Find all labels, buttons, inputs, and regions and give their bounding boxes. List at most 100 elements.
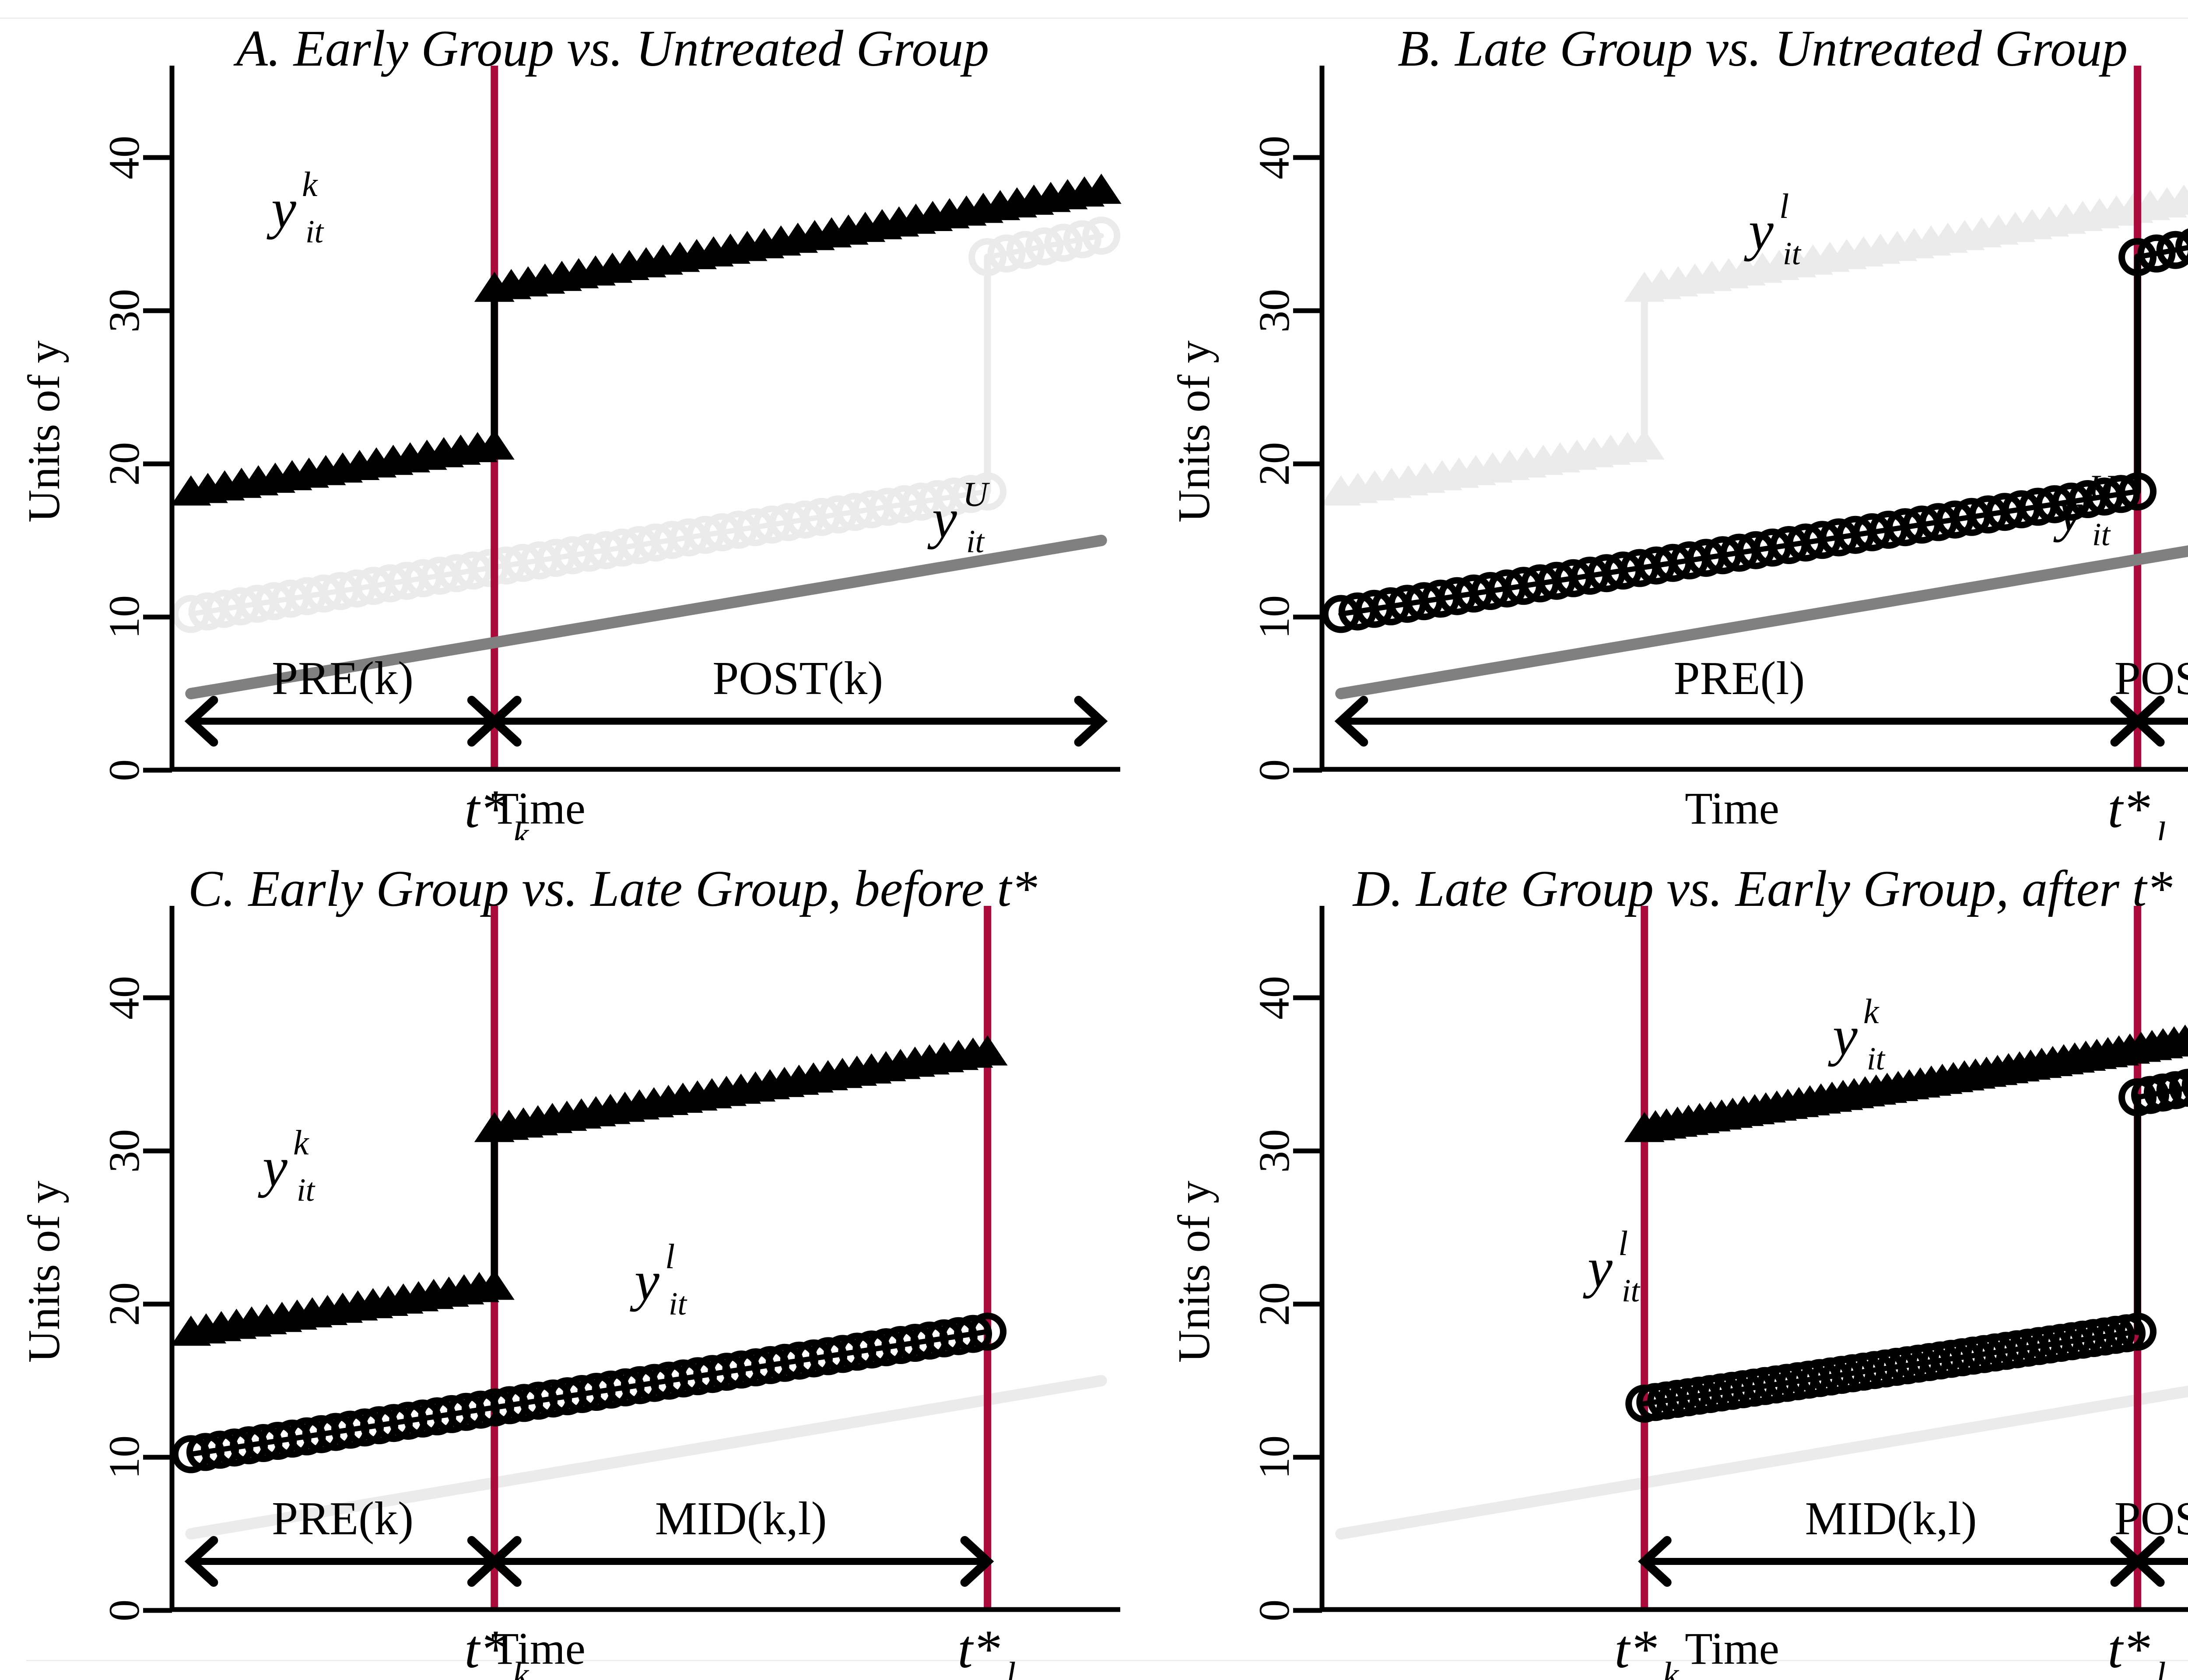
panel-title-text: D. Late Group vs. Early Group, after t*: [1352, 860, 2173, 917]
series-B-1: [1335, 545, 2188, 699]
math-base: y: [266, 178, 296, 240]
math-superscript: U: [963, 475, 990, 514]
y-axis-title: Units of y: [19, 1181, 69, 1363]
math-base: y: [258, 1136, 288, 1198]
marker-circle: [952, 475, 990, 513]
series-label-yk: y k it: [1828, 993, 1886, 1077]
tstar-subscript: l: [2156, 1655, 2166, 1680]
cut-label-t*l: t* l: [957, 1619, 1016, 1680]
marker-circle: [2175, 228, 2188, 264]
y-tick-label: 30: [1250, 1129, 1298, 1173]
y-tick-label: 40: [1250, 976, 1298, 1020]
axes: 0 10 20 30 40 Units of y: [19, 906, 1120, 1621]
y-tick-label: 40: [1250, 136, 1298, 179]
series-A-0: [171, 173, 1122, 506]
series-B-0: [1322, 228, 2188, 633]
math-base: y: [1583, 1237, 1613, 1299]
span-PRE(l): PRE(l): [1334, 652, 2144, 747]
y-tick-label: 20: [1250, 442, 1298, 486]
panel-c: C. Early Group vs. Late Group, before t*…: [0, 840, 1150, 1680]
series-line: [1335, 545, 2188, 699]
tstar-base: t*: [2107, 1619, 2149, 1679]
x-axis-title: Time: [1685, 1624, 1779, 1674]
series-A-1: [185, 535, 1107, 699]
marker-circle: [987, 234, 1026, 273]
series-line: [1335, 1385, 2188, 1540]
math-subscript: it: [1783, 236, 1802, 272]
arrow-head-left: [1638, 1536, 1672, 1587]
arrow-head-left: [488, 1536, 522, 1587]
cut-label-t*l: t* l: [2107, 1619, 2166, 1680]
cut-label-t*k: t* k: [1615, 1619, 1680, 1680]
axes: 0 10 20 30 40 Units of y: [19, 66, 1120, 781]
cut-label-t*k: t* k: [465, 1619, 529, 1680]
y-tick-label: 40: [100, 136, 148, 179]
arrow-head-right: [1074, 696, 1108, 747]
series-label-yl: y l it: [630, 1238, 688, 1322]
marker-triangle: [1624, 429, 1665, 460]
math-subscript: it: [297, 1172, 316, 1208]
tstar-subscript: l: [2156, 814, 2166, 840]
y-tick-label: 20: [100, 442, 148, 486]
series-D-g0: [1335, 1385, 2188, 1540]
arrow-head-left: [2131, 1536, 2165, 1587]
panel-d: D. Late Group vs. Early Group, after t*k…: [1150, 840, 2188, 1680]
marker-triangle: [474, 429, 515, 460]
marker-circle: [2102, 475, 2140, 513]
math-subscript: it: [2092, 517, 2111, 553]
series-label-yl: y l it: [1744, 187, 1802, 272]
marker-circle: [1006, 231, 1045, 269]
span-label: POST(k): [712, 652, 883, 705]
top-rule: [0, 18, 2188, 19]
math-superscript: l: [665, 1238, 675, 1276]
y-axis-title: Units of y: [1169, 340, 1219, 523]
math-base: y: [630, 1250, 659, 1312]
y-tick-label: 0: [100, 759, 148, 781]
math-subscript: it: [669, 1286, 688, 1322]
span-label: PRE(k): [272, 652, 414, 705]
tstar-base: t*: [465, 1619, 507, 1679]
series-D-1: [1625, 1069, 2188, 1423]
arrow-head-left: [184, 696, 218, 747]
math-base: y: [2053, 481, 2083, 543]
tstar-subscript: k: [513, 814, 529, 840]
bottom-rule: [26, 1660, 2188, 1661]
math-subscript: it: [305, 214, 325, 250]
series-A-g0: [172, 217, 1121, 633]
math-subscript: it: [1622, 1273, 1641, 1309]
marker-circle: [2181, 1071, 2188, 1100]
series-label-yU: y Uit: [927, 475, 990, 560]
marker-circle: [1044, 224, 1083, 262]
series-label-yk: y k it: [266, 165, 325, 250]
marker-triangle: [474, 1270, 515, 1300]
arrow-head-left: [488, 696, 522, 747]
math-superscript: l: [1779, 187, 1789, 226]
math-base: y: [1828, 1005, 1858, 1067]
cut-label-t*l: t* l: [2107, 779, 2166, 840]
y-tick-label: 10: [100, 595, 148, 639]
math-superscript: k: [293, 1124, 309, 1162]
marker-circle: [1082, 217, 1121, 255]
y-axis-title: Units of y: [19, 340, 69, 523]
marker-triangle: [1081, 173, 1122, 204]
panel-title: C. Early Group vs. Late Group, before t*: [188, 860, 1037, 917]
span-POST(k): POST(k): [488, 652, 1108, 747]
marker-circle: [968, 1312, 1007, 1351]
axes: 0 10 20 30 40 Units of y: [1169, 66, 2188, 781]
series-line: [2135, 245, 2188, 260]
tstar-subscript: l: [1006, 1655, 1016, 1680]
y-tick-label: 30: [100, 1129, 148, 1173]
panel-title: A. Early Group vs. Untreated Group: [233, 20, 989, 77]
span-label: MID(k,l): [1805, 1493, 1977, 1545]
tstar-subscript: k: [513, 1655, 529, 1680]
marker-circle: [968, 472, 1007, 511]
span-POST(l): POST(l): [2114, 1493, 2188, 1587]
span-MID(k,l): MID(k,l): [1638, 1493, 2144, 1587]
arrow-head-right: [960, 1536, 994, 1587]
marker-triangle: [2163, 184, 2188, 215]
marker-circle: [2137, 234, 2176, 273]
y-tick-label: 10: [1250, 1435, 1298, 1479]
arrow-head-left: [1334, 696, 1368, 747]
series-D-0: [1624, 1024, 2188, 1142]
